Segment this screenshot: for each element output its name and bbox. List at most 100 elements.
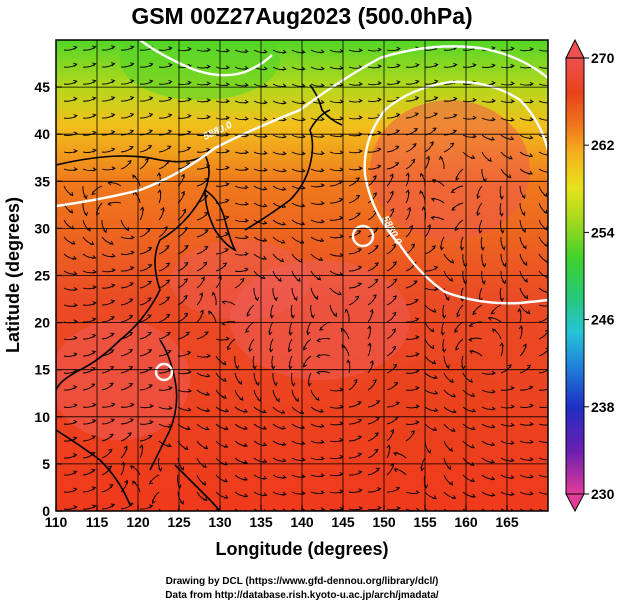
streamline-arrowhead: [499, 297, 504, 302]
streamline-segment: [538, 100, 548, 104]
streamline-arrowhead: [199, 309, 204, 314]
streamline-segment: [538, 457, 548, 461]
streamline-arrowhead: [187, 46, 192, 52]
streamline-segment: [538, 316, 548, 323]
streamline-arrowhead: [545, 258, 548, 263]
streamline-arrowhead: [376, 400, 381, 405]
streamline-arrowhead: [358, 98, 363, 103]
streamline-arrowhead: [492, 328, 497, 333]
streamline-arrowhead: [476, 194, 481, 200]
cold-patch: [120, 40, 280, 100]
streamline-arrowhead: [187, 388, 192, 393]
streamline-arrowhead: [73, 287, 78, 292]
streamline-arrowhead: [103, 228, 108, 234]
streamline-arrowhead: [549, 303, 552, 306]
streamline-arrowhead: [316, 370, 321, 375]
y-tick-label: 25: [34, 268, 50, 284]
streamline-arrowhead: [451, 206, 456, 211]
streamline-arrowhead: [111, 283, 116, 288]
x-tick-label: 135: [249, 514, 273, 530]
streamline-arrowhead: [83, 195, 88, 200]
streamline-arrowhead: [149, 404, 154, 409]
streamline-arrowhead: [132, 174, 137, 179]
streamline-arrowhead: [374, 244, 379, 250]
streamline-arrowhead: [529, 457, 534, 462]
streamline-arrowhead: [393, 468, 399, 473]
coastlines: [56, 84, 343, 511]
streamline-arrowhead: [263, 83, 268, 88]
streamline-arrowhead: [392, 243, 397, 248]
coastline-korea: [204, 189, 237, 252]
streamline-arrowhead: [262, 237, 268, 242]
streamline-arrowhead: [223, 461, 228, 466]
streamline-arrowhead: [523, 278, 528, 283]
streamline-arrowhead: [549, 457, 552, 460]
streamline-arrowhead: [73, 487, 78, 492]
streamline-arrowhead: [288, 331, 293, 336]
streamline-arrowhead: [490, 492, 496, 497]
streamline-arrowhead: [183, 294, 188, 300]
x-tick-label: 140: [290, 514, 314, 530]
streamline-arrowhead: [508, 155, 513, 160]
streamline-arrowhead: [303, 363, 307, 368]
streamline-segment: [462, 508, 468, 511]
colorbar-bottom-arrow: [565, 493, 585, 513]
streamline-arrowhead: [459, 246, 465, 251]
streamline-arrowhead: [529, 439, 534, 444]
streamline-arrowhead: [549, 474, 552, 477]
streamline-arrowhead: [187, 80, 192, 85]
streamline-arrowhead: [180, 173, 185, 179]
streamline-arrowhead: [92, 79, 97, 84]
streamline-arrowhead: [262, 442, 268, 447]
streamline-arrowhead: [491, 98, 496, 103]
streamline-arrowhead: [262, 425, 267, 430]
streamline-arrowhead: [263, 133, 268, 139]
streamline-arrowhead: [295, 397, 299, 403]
streamline-arrowhead: [358, 506, 363, 511]
streamline-arrowhead: [73, 79, 78, 84]
contour-north: [56, 45, 548, 208]
streamline-arrowhead: [225, 82, 230, 87]
streamline-arrowhead: [372, 192, 377, 197]
streamline-arrowhead: [273, 296, 278, 302]
streamline-arrowhead: [507, 364, 512, 369]
chart-title: GSM 00Z27Aug2023 (500.0hPa): [131, 3, 472, 29]
streamline-arrowhead: [430, 328, 435, 333]
streamline-arrowhead: [109, 484, 114, 489]
streamline-arrowhead: [471, 493, 476, 498]
streamline-arrowhead: [91, 383, 96, 388]
streamline-arrowhead: [226, 346, 231, 351]
streamline-arrowhead: [72, 453, 78, 458]
streamline-arrowhead: [526, 364, 532, 369]
streamline-arrowhead: [377, 505, 382, 511]
streamline-arrowhead: [439, 246, 444, 251]
streamline-arrowhead: [111, 166, 116, 171]
streamline-arrowhead: [108, 448, 113, 453]
streamline-arrowhead: [124, 479, 128, 485]
streamline-arrowhead: [431, 245, 436, 250]
streamline-arrowhead: [432, 427, 438, 431]
streamline-arrowhead: [225, 198, 230, 203]
streamline-arrowhead: [529, 99, 534, 104]
streamline-arrowhead: [148, 113, 154, 118]
streamline-arrowhead: [510, 475, 515, 480]
streamline-arrowhead: [377, 147, 382, 152]
streamline-arrowhead: [320, 183, 325, 188]
streamline-arrowhead: [500, 229, 505, 234]
streamline-arrowhead: [549, 440, 552, 443]
streamline-segment: [538, 440, 548, 443]
streamline-arrowhead: [128, 383, 134, 387]
streamline-arrowhead: [405, 172, 410, 177]
streamline-segment: [538, 406, 548, 409]
streamline-arrowhead: [430, 344, 435, 350]
streamline-arrowhead: [393, 452, 398, 456]
streamline-arrowhead: [432, 127, 437, 132]
streamline-arrowhead: [491, 80, 496, 86]
streamline-arrowhead: [510, 63, 515, 69]
streamline-arrowhead: [447, 465, 452, 471]
streamline-arrowhead: [415, 386, 420, 391]
streamline-arrowhead: [470, 461, 475, 466]
streamline-arrowhead: [396, 506, 401, 511]
y-tick-label: 10: [34, 409, 50, 425]
